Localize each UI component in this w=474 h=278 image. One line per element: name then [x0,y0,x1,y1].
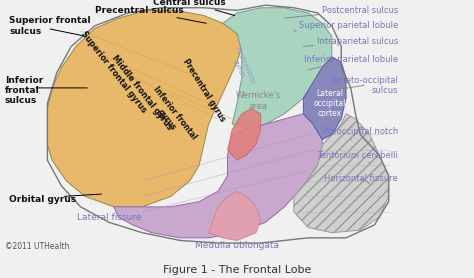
Polygon shape [294,114,389,233]
Text: Postcentral
gyrus: Postcentral gyrus [228,46,256,88]
Text: Precentral gyrus: Precentral gyrus [181,58,227,123]
Text: Horizontal fissure: Horizontal fissure [324,174,398,183]
Text: Lateral fissure: Lateral fissure [77,213,141,222]
Text: Wernicke's
area: Wernicke's area [236,91,281,111]
Text: Superior frontal gyrus: Superior frontal gyrus [79,30,148,115]
Text: Inferior parietal lobule: Inferior parietal lobule [304,55,398,70]
Text: Postcentral sulcus: Postcentral sulcus [284,6,398,18]
Text: ©2011 UTHealth: ©2011 UTHealth [5,242,69,251]
Text: Inferior frontal
gyrus: Inferior frontal gyrus [143,85,198,148]
Text: Medulla oblongata: Medulla oblongata [195,241,279,250]
Text: Tentorium cerebelli: Tentorium cerebelli [317,151,398,163]
Text: Lateral
occipital
cortex: Lateral occipital cortex [313,88,346,118]
Text: Figure 1 - The Frontal Lobe: Figure 1 - The Frontal Lobe [163,265,311,275]
Text: Superior parietal lobule: Superior parietal lobule [294,21,398,31]
Polygon shape [114,114,322,238]
Polygon shape [228,109,261,160]
Text: Parieto-occipital
sulcus: Parieto-occipital sulcus [330,76,398,95]
Polygon shape [303,57,346,140]
Polygon shape [47,10,242,207]
Text: Central sulcus: Central sulcus [153,0,235,16]
Polygon shape [209,191,261,240]
Text: Superior frontal
sulcus: Superior frontal sulcus [9,16,91,36]
Text: Preoccipital notch: Preoccipital notch [323,127,398,140]
Text: Intraparietal sulcus: Intraparietal sulcus [303,37,398,46]
Text: Precentral sulcus: Precentral sulcus [95,6,206,23]
Polygon shape [223,8,332,129]
Text: Orbital gyrus: Orbital gyrus [9,195,77,203]
Text: Middle frontal gyrus: Middle frontal gyrus [110,54,174,132]
Text: Inferior
frontal
sulcus: Inferior frontal sulcus [5,76,43,105]
